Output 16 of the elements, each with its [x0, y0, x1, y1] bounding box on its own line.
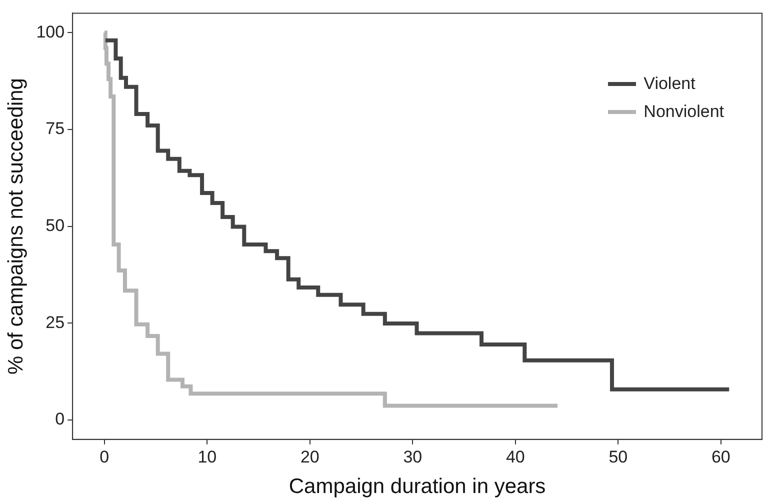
x-tick-label: 0: [100, 447, 110, 466]
y-tick-label: 25: [46, 312, 65, 332]
y-tick-label: 75: [46, 119, 65, 138]
x-tick-label: 10: [198, 447, 217, 466]
x-tick-label: 50: [608, 447, 628, 466]
y-tick-label: 100: [36, 22, 65, 42]
y-tick-label: 0: [55, 410, 65, 429]
x-tick-label: 40: [506, 447, 525, 466]
legend-label: Violent: [644, 74, 696, 94]
x-tick-label: 20: [300, 447, 320, 466]
legend-label: Nonviolent: [644, 102, 724, 122]
y-tick-label: 50: [46, 216, 65, 235]
x-tick-label: 60: [711, 447, 730, 466]
x-tick-label: 30: [403, 447, 422, 466]
x-axis-title: Campaign duration in years: [288, 475, 546, 498]
y-axis-title: % of campaigns not succeeding: [4, 78, 28, 375]
